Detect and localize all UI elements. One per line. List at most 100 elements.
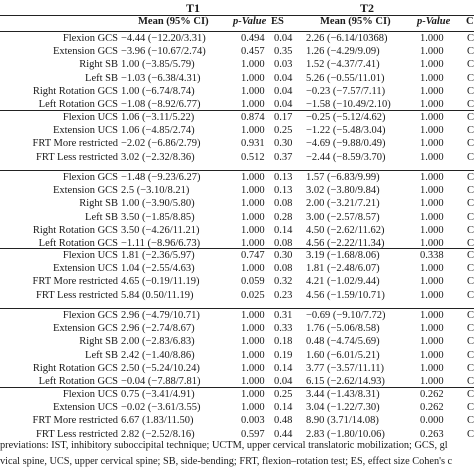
col-header-cut: C [466, 16, 474, 27]
cell-cut: C [467, 99, 474, 110]
cell-es-t1: 0.33 [274, 323, 293, 335]
cell-mean-t1: 2.96 (−2.74/8.67) [121, 323, 195, 335]
cell-pvalue-t2: 0.338 [420, 250, 444, 261]
cell-mean-t1: 2.50 (−5.24/10.24) [121, 362, 200, 374]
cell-cut: C [467, 198, 474, 210]
section-divider [0, 170, 474, 171]
cell-es-t1: 0.14 [274, 362, 293, 374]
table-row: FRT More restricted −2.02 (−6.86/2.79) 0.9… [0, 138, 474, 153]
row-label: Left SB [85, 211, 118, 223]
cell-es-t1: 0.44 [274, 428, 293, 440]
cell-pvalue-t1: 0.003 [241, 415, 265, 427]
cell-cut: C [467, 362, 474, 374]
row-label: Flexion GCS [62, 33, 118, 44]
cell-cut: C [467, 85, 474, 97]
row-label: Right Rotation GCS [32, 362, 118, 374]
cell-es-t1: 0.30 [274, 250, 293, 261]
cell-mean-t2: −2.44 (−8.59/3.70) [306, 151, 386, 163]
cell-mean-t1: −1.03 (−6.38/4.31) [121, 72, 201, 84]
header-bottom-line [0, 31, 474, 32]
cell-es-t1: 0.14 [274, 402, 293, 414]
cell-es-t1: 0.08 [274, 198, 293, 210]
cell-pvalue-t1: 1.000 [241, 211, 265, 223]
cell-pvalue-t2: 1.000 [420, 323, 444, 335]
row-label: Flexion UCS [62, 250, 118, 261]
cell-mean-t2: 6.15 (−2.62/14.93) [306, 376, 385, 387]
cell-pvalue-t2: 0.000 [420, 415, 444, 427]
row-label: Flexion UCS [62, 112, 118, 123]
footnote-line-2: vical spine, UCS, upper cervical spine; … [0, 456, 453, 467]
cell-pvalue-t2: 1.000 [420, 198, 444, 210]
cell-pvalue-t2: 1.000 [420, 276, 444, 288]
cell-cut: C [467, 46, 474, 58]
section-divider [0, 387, 474, 388]
cell-mean-t2: −0.25 (−5.12/4.62) [306, 112, 386, 123]
cell-mean-t1: −1.08 (−8.92/6.77) [121, 99, 201, 110]
table-row: Flexion UCS 1.81 (−2.36/5.97) 0.747 0.30 3.1… [0, 250, 474, 265]
cell-cut: C [467, 72, 474, 84]
cell-mean-t1: 1.00 (−3.85/5.79) [121, 59, 195, 71]
cell-es-t1: 0.04 [274, 99, 293, 110]
row-label: FRT More restricted [32, 138, 119, 150]
cell-cut: C [467, 402, 474, 414]
cell-pvalue-t2: 1.000 [420, 59, 444, 71]
cell-pvalue-t2: 1.000 [420, 224, 444, 236]
cell-mean-t2: 1.57 (−6.83/9.99) [306, 172, 380, 183]
row-label: Right SB [79, 198, 118, 210]
cell-pvalue-t2: 1.000 [420, 46, 444, 58]
cell-mean-t2: −0.69 (−9.10/7.72) [306, 310, 386, 321]
row-label: Extension GCS [52, 46, 118, 58]
cell-es-t1: 0.19 [274, 349, 293, 361]
cell-pvalue-t2: 1.000 [420, 336, 444, 348]
col-header-pvalue-t2: p-Value [417, 16, 451, 27]
cell-mean-t1: −0.04 (−7.88/7.81) [121, 376, 201, 387]
cell-cut: C [467, 310, 474, 321]
table-row: FRT Less restricted 2.82 (−2.52/8.16) 0.59… [0, 429, 474, 444]
cell-cut: C [467, 323, 474, 335]
table-row: Extension GCS −3.96 (−10.67/2.74) 0.457 0.3… [0, 46, 474, 61]
cell-cut: C [467, 138, 474, 150]
cell-mean-t2: 1.60 (−6.01/5.21) [306, 349, 380, 361]
cell-pvalue-t2: 1.000 [420, 85, 444, 97]
cell-mean-t1: 3.02 (−2.32/8.36) [121, 151, 195, 163]
cell-pvalue-t1: 1.000 [241, 362, 265, 374]
cell-cut: C [467, 211, 474, 223]
cell-es-t1: 0.13 [274, 185, 293, 197]
cell-cut: C [467, 336, 474, 348]
row-label: Right SB [79, 59, 118, 71]
cell-pvalue-t2: 1.000 [420, 138, 444, 150]
cell-mean-t2: 1.81 (−2.48/6.07) [306, 263, 380, 275]
cell-mean-t1: 3.50 (−4.26/11.21) [121, 224, 200, 236]
row-label: Right Rotation GCS [32, 85, 118, 97]
cell-pvalue-t1: 1.000 [241, 172, 265, 183]
cell-mean-t2: 8.90 (3.71/14.08) [306, 415, 379, 427]
table-row: Flexion UCS 1.06 (−3.11/5.22) 0.874 0.17 −0.… [0, 112, 474, 127]
cell-mean-t1: 2.96 (−4.79/10.71) [121, 310, 200, 321]
cell-pvalue-t2: 1.000 [420, 289, 444, 301]
cell-pvalue-t2: 0.263 [420, 428, 444, 440]
row-label: Left Rotation GCS [38, 238, 118, 249]
table-row: FRT More restricted 4.65 (−0.19/11.19) 0.0… [0, 276, 474, 291]
cell-pvalue-t1: 0.457 [241, 46, 265, 58]
table-row: Right Rotation GCS 1.00 (−6.74/8.74) 1.000… [0, 86, 474, 101]
cell-mean-t2: 0.48 (−4.74/5.69) [306, 336, 380, 348]
cell-pvalue-t1: 0.025 [241, 289, 265, 301]
cell-cut: C [467, 224, 474, 236]
cell-pvalue-t1: 1.000 [241, 323, 265, 335]
table-row: Flexion GCS 2.96 (−4.79/10.71) 1.000 0.31 −0… [0, 310, 474, 325]
cell-pvalue-t1: 1.000 [241, 389, 265, 400]
cell-mean-t2: −0.23 (−7.57/7.11) [306, 85, 386, 97]
cell-pvalue-t1: 0.874 [241, 112, 265, 123]
cell-pvalue-t2: 1.000 [420, 112, 444, 123]
row-label: Flexion UCS [62, 389, 118, 400]
cell-pvalue-t1: 1.000 [241, 376, 265, 387]
row-label: Right Rotation GCS [32, 224, 118, 236]
table-row: Flexion GCS −1.48 (−9.23/6.27) 1.000 0.13 1.… [0, 172, 474, 187]
cell-pvalue-t2: 0.262 [420, 402, 444, 414]
cell-es-t1: 0.25 [274, 125, 293, 137]
cell-mean-t1: −1.11 (−8.96/6.73) [121, 238, 201, 249]
cell-mean-t2: 2.26 (−6.14/10368) [306, 33, 388, 44]
cell-pvalue-t2: 1.000 [420, 172, 444, 183]
row-label: FRT More restricted [32, 276, 119, 288]
cell-mean-t2: 3.19 (−1.68/8.06) [306, 250, 380, 261]
